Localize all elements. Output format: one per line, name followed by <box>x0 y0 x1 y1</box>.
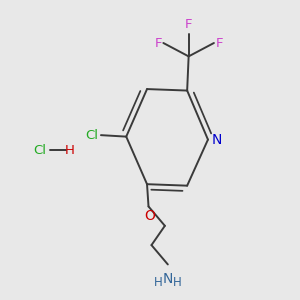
Text: H: H <box>173 276 182 289</box>
Text: F: F <box>185 18 192 31</box>
Text: N: N <box>212 133 222 147</box>
Text: Cl: Cl <box>34 143 46 157</box>
Text: H: H <box>154 276 163 289</box>
Text: H: H <box>65 143 75 157</box>
Text: F: F <box>215 37 223 50</box>
Text: F: F <box>154 37 162 50</box>
Text: N: N <box>163 272 173 286</box>
Text: O: O <box>145 209 155 223</box>
Text: Cl: Cl <box>85 129 99 142</box>
